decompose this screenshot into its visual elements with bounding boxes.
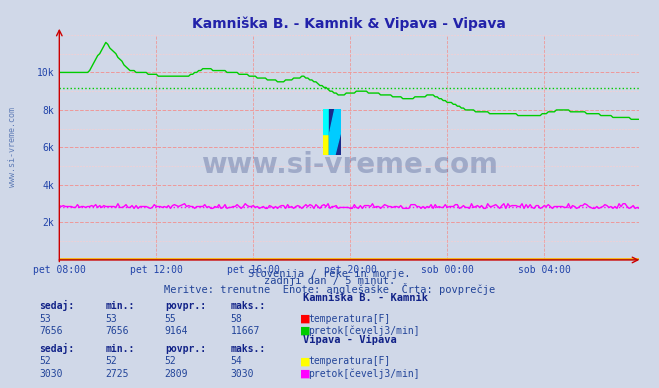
Text: 52: 52	[40, 356, 51, 366]
Text: zadnji dan / 5 minut.: zadnji dan / 5 minut.	[264, 276, 395, 286]
Text: maks.:: maks.:	[231, 301, 266, 311]
Text: 54: 54	[231, 356, 243, 366]
Text: temperatura[F]: temperatura[F]	[308, 314, 391, 324]
Text: 53: 53	[105, 314, 117, 324]
Text: povpr.:: povpr.:	[165, 344, 206, 354]
Text: Kamniška B. - Kamnik: Kamniška B. - Kamnik	[303, 293, 428, 303]
Text: www.si-vreme.com: www.si-vreme.com	[201, 151, 498, 179]
Text: Vipava - Vipava: Vipava - Vipava	[303, 335, 397, 345]
Bar	[323, 109, 335, 134]
Text: www.si-vreme.com: www.si-vreme.com	[8, 107, 17, 187]
Text: 7656: 7656	[105, 326, 129, 336]
Text: 58: 58	[231, 314, 243, 324]
Text: 11667: 11667	[231, 326, 260, 336]
Text: pretok[čevelj3/min]: pretok[čevelj3/min]	[308, 368, 420, 379]
Text: ■: ■	[300, 326, 310, 336]
Polygon shape	[330, 109, 341, 155]
Text: pretok[čevelj3/min]: pretok[čevelj3/min]	[308, 326, 420, 336]
Text: ■: ■	[300, 356, 310, 366]
Bar	[330, 109, 341, 155]
Text: ■: ■	[300, 369, 310, 379]
Text: maks.:: maks.:	[231, 344, 266, 354]
Text: sedaj:: sedaj:	[40, 300, 74, 311]
Text: 7656: 7656	[40, 326, 63, 336]
Text: 2809: 2809	[165, 369, 188, 379]
Text: 2725: 2725	[105, 369, 129, 379]
Text: povpr.:: povpr.:	[165, 301, 206, 311]
Text: 3030: 3030	[231, 369, 254, 379]
Text: 9164: 9164	[165, 326, 188, 336]
Text: min.:: min.:	[105, 301, 135, 311]
Text: Slovenija / reke in morje.: Slovenija / reke in morje.	[248, 268, 411, 279]
Text: min.:: min.:	[105, 344, 135, 354]
Text: ■: ■	[300, 314, 310, 324]
Text: temperatura[F]: temperatura[F]	[308, 356, 391, 366]
Title: Kamniška B. - Kamnik & Vipava - Vipava: Kamniška B. - Kamnik & Vipava - Vipava	[192, 16, 506, 31]
Text: 52: 52	[165, 356, 177, 366]
Text: sedaj:: sedaj:	[40, 343, 74, 354]
Text: 52: 52	[105, 356, 117, 366]
Text: 3030: 3030	[40, 369, 63, 379]
Text: 55: 55	[165, 314, 177, 324]
Bar	[323, 109, 332, 155]
Text: 53: 53	[40, 314, 51, 324]
Text: Meritve: trenutne  Enote: anglešaške  Črta: povprečje: Meritve: trenutne Enote: anglešaške Črta…	[164, 283, 495, 295]
